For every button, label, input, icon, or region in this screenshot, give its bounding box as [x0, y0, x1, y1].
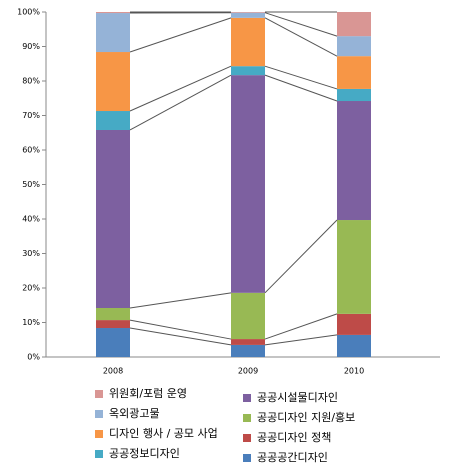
legend-label: 공공디자인 정책	[257, 431, 331, 444]
series-line	[264, 334, 338, 346]
series-line	[264, 65, 338, 90]
y-tick-label: 100%	[17, 8, 40, 17]
legend-swatch	[243, 394, 251, 402]
bar-segment	[96, 13, 130, 53]
bar-segment	[96, 111, 130, 130]
legend-label: 공공공간디자인	[257, 451, 328, 464]
bar-segment	[337, 56, 371, 89]
series-line	[264, 12, 338, 37]
legend-label: 위원회/포럼 운영	[109, 387, 187, 400]
y-tick-label: 70%	[22, 111, 40, 120]
series-line	[129, 292, 232, 309]
series-line	[264, 313, 338, 340]
y-tick-label: 10%	[22, 318, 40, 327]
bar-segment	[337, 12, 371, 37]
legend-label: 디자인 행사 / 공모 사업	[109, 427, 218, 440]
legend-swatch	[95, 410, 103, 418]
series-line	[129, 17, 232, 53]
series-line	[129, 65, 232, 112]
legend-label: 옥외광고물	[109, 407, 160, 420]
bar-segment	[231, 292, 265, 340]
legend-label: 공공디자인 지원/홍보	[257, 410, 355, 424]
legend-swatch	[243, 434, 251, 442]
bar-segment	[231, 339, 265, 345]
bar-segment	[231, 17, 265, 67]
bar-segment	[231, 12, 265, 18]
bar-segment	[96, 320, 130, 329]
legend-label: 공공정보디자인	[109, 447, 180, 460]
bar-segment	[96, 12, 130, 14]
legend-swatch	[243, 414, 251, 422]
bar-segment	[96, 328, 130, 357]
y-tick-label: 0%	[27, 353, 40, 362]
bar-segment	[337, 101, 371, 221]
bar-segment	[231, 75, 265, 293]
legend-swatch	[243, 454, 251, 462]
y-tick-label: 90%	[22, 42, 40, 51]
x-tick-label: 2009	[238, 367, 258, 376]
bar-segment	[96, 308, 130, 321]
legend-label: 공공시설물디자인	[257, 391, 338, 404]
series-line	[129, 319, 232, 340]
bar-segment	[337, 334, 371, 357]
bar-segment	[231, 344, 265, 357]
series-line	[129, 74, 232, 131]
legend-swatch	[95, 390, 103, 398]
bar-segment	[231, 66, 265, 76]
bar-segment	[337, 313, 371, 335]
series-line	[264, 74, 338, 102]
bar-segment	[337, 88, 371, 102]
bar-segment	[96, 52, 130, 112]
y-tick-label: 60%	[22, 146, 40, 155]
x-tick-label: 2008	[103, 367, 123, 376]
series-line	[264, 219, 338, 294]
bar-segment	[337, 36, 371, 57]
x-tick-label: 2010	[344, 367, 364, 376]
bar-segment	[337, 220, 371, 314]
y-tick-label: 50%	[22, 180, 40, 189]
bar-segment	[231, 12, 265, 13]
bar-segment	[96, 129, 130, 309]
y-tick-label: 80%	[22, 77, 40, 86]
y-tick-label: 20%	[22, 284, 40, 293]
series-line	[129, 327, 232, 346]
legend-swatch	[95, 450, 103, 458]
y-tick-label: 30%	[22, 249, 40, 258]
legend-swatch	[95, 430, 103, 438]
series-line	[264, 17, 338, 57]
y-tick-label: 40%	[22, 215, 40, 224]
